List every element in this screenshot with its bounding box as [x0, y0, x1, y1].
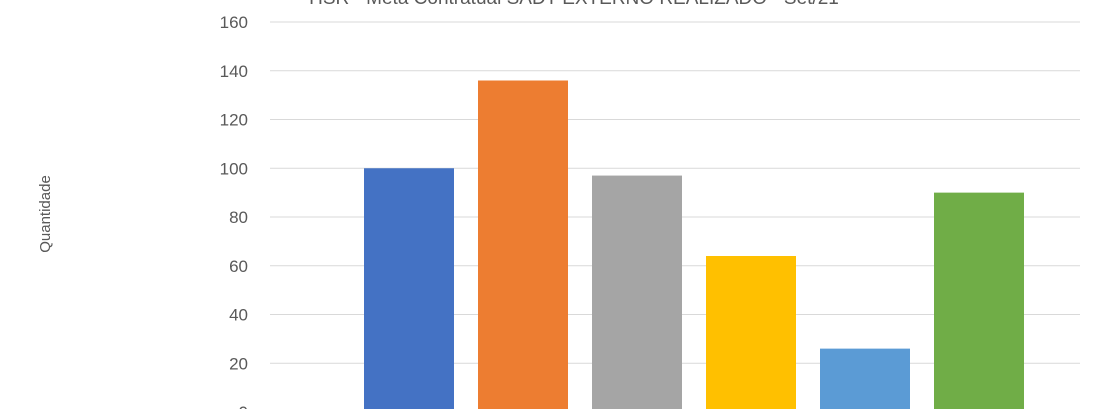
y-tick-label: 60	[229, 257, 248, 276]
bar-2	[478, 80, 568, 412]
y-tick-label: 140	[220, 62, 248, 81]
bar-4	[706, 256, 796, 412]
bar-5	[820, 348, 910, 412]
bar-3	[592, 175, 682, 412]
y-tick-label: 80	[229, 208, 248, 227]
bar-1	[364, 168, 454, 412]
y-tick-label: 100	[220, 159, 248, 178]
y-tick-label: 160	[220, 13, 248, 32]
bar-6	[934, 192, 1024, 412]
y-axis-ticks: 0 20 40 60 80 100 120 140 160	[220, 13, 248, 414]
y-axis-title: Quantidade	[37, 175, 54, 253]
y-tick-label: 40	[229, 306, 248, 325]
y-tick-label: 20	[229, 354, 248, 373]
bars	[364, 80, 1024, 412]
y-tick-label: 0	[239, 403, 248, 409]
chart-title: HSR - Meta Contratual SADT EXTERNO REALI…	[309, 0, 839, 9]
y-tick-label: 120	[220, 111, 248, 130]
